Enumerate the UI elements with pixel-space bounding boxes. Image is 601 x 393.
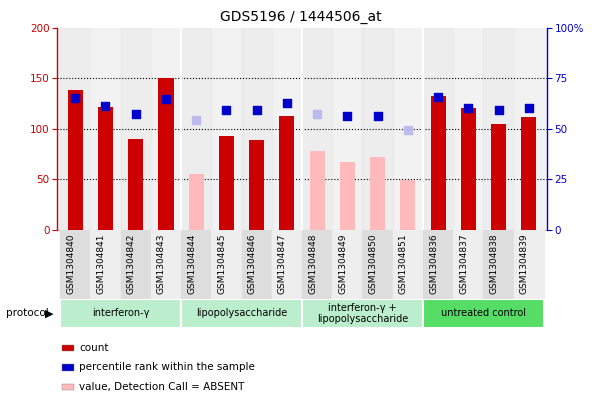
Text: GSM1304840: GSM1304840 (66, 233, 75, 294)
Text: protocol: protocol (6, 309, 49, 318)
Bar (62, 364, 75, 371)
Bar (181, 28, 212, 230)
Bar (423, 230, 453, 299)
Bar (362, 230, 392, 299)
Bar (310, 151, 325, 230)
Point (343, 112, 352, 119)
Bar (212, 28, 242, 230)
Point (494, 107, 504, 114)
Bar (249, 140, 264, 230)
Point (282, 100, 291, 107)
Bar (242, 230, 272, 299)
Bar (151, 28, 181, 230)
Bar (62, 345, 75, 351)
Bar (159, 78, 174, 230)
Point (252, 107, 261, 114)
Text: interferon-γ: interferon-γ (92, 309, 149, 318)
Bar (453, 28, 483, 230)
Text: GSM1304839: GSM1304839 (520, 233, 529, 294)
Text: GSM1304838: GSM1304838 (490, 233, 499, 294)
Bar (400, 180, 415, 230)
Bar (302, 28, 332, 230)
Point (70, 95, 80, 101)
Bar (279, 116, 294, 230)
Bar (491, 124, 506, 230)
Text: GSM1304848: GSM1304848 (308, 233, 317, 294)
Bar (60, 230, 90, 299)
Bar (302, 299, 423, 328)
Bar (242, 28, 272, 230)
Bar (151, 230, 181, 299)
Point (373, 112, 382, 119)
Bar (514, 230, 544, 299)
Text: GSM1304847: GSM1304847 (278, 233, 287, 294)
Bar (98, 107, 113, 230)
Bar (60, 28, 90, 230)
Point (131, 110, 141, 117)
Bar (121, 230, 151, 299)
Point (313, 110, 322, 117)
Bar (272, 28, 302, 230)
Point (222, 107, 231, 114)
Bar (483, 28, 514, 230)
Text: GSM1304842: GSM1304842 (127, 233, 136, 294)
Text: GSM1304836: GSM1304836 (429, 233, 438, 294)
Bar (62, 384, 75, 390)
Bar (453, 230, 483, 299)
Bar (121, 28, 151, 230)
Text: percentile rank within the sample: percentile rank within the sample (79, 362, 255, 373)
Text: GSM1304841: GSM1304841 (97, 233, 105, 294)
Bar (128, 139, 143, 230)
Text: GSM1304844: GSM1304844 (187, 233, 196, 294)
Bar (521, 117, 536, 230)
Bar (392, 28, 423, 230)
Bar (60, 299, 181, 328)
Text: lipopolysaccharide: lipopolysaccharide (196, 309, 287, 318)
Bar (219, 136, 234, 230)
Bar (332, 230, 362, 299)
Bar (514, 28, 544, 230)
Text: GSM1304846: GSM1304846 (248, 233, 257, 294)
Text: GSM1304845: GSM1304845 (218, 233, 227, 294)
Bar (90, 230, 121, 299)
Bar (362, 28, 392, 230)
Bar (430, 96, 445, 230)
Text: GSM1304849: GSM1304849 (338, 233, 347, 294)
Point (433, 94, 443, 101)
Bar (392, 230, 423, 299)
Text: GDS5196 / 1444506_at: GDS5196 / 1444506_at (220, 10, 381, 24)
Text: value, Detection Call = ABSENT: value, Detection Call = ABSENT (79, 382, 245, 392)
Bar (212, 230, 242, 299)
Point (161, 96, 171, 103)
Text: count: count (79, 343, 109, 353)
Bar (370, 157, 385, 230)
Bar (68, 90, 83, 230)
Bar (483, 230, 514, 299)
Bar (181, 299, 302, 328)
Bar (423, 28, 453, 230)
Bar (340, 162, 355, 230)
Text: interferon-γ +
lipopolysaccharide: interferon-γ + lipopolysaccharide (317, 303, 408, 324)
Text: untreated control: untreated control (441, 309, 526, 318)
Text: GSM1304843: GSM1304843 (157, 233, 166, 294)
Bar (332, 28, 362, 230)
Bar (90, 28, 121, 230)
Bar (461, 108, 476, 230)
Bar (272, 230, 302, 299)
Point (191, 116, 201, 123)
Point (524, 105, 534, 112)
Bar (302, 230, 332, 299)
Point (463, 105, 473, 112)
Text: GSM1304851: GSM1304851 (399, 233, 408, 294)
Point (100, 103, 110, 110)
Bar (423, 299, 544, 328)
Text: GSM1304837: GSM1304837 (459, 233, 468, 294)
Bar (189, 174, 204, 230)
Point (403, 127, 413, 133)
Text: GSM1304850: GSM1304850 (368, 233, 377, 294)
Text: ▶: ▶ (45, 309, 53, 318)
Bar (181, 230, 212, 299)
